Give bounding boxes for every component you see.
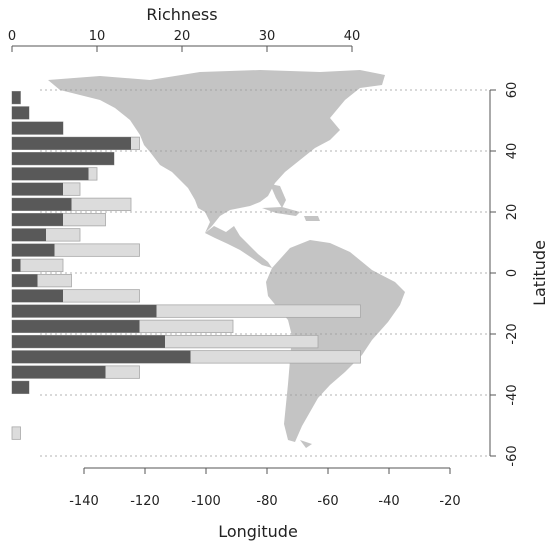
richness-bar-dark — [12, 106, 29, 120]
latitude-axis-title: Latitude — [530, 240, 549, 306]
richness-bar-dark — [12, 381, 29, 394]
richness-bar-dark — [12, 243, 55, 257]
richness-bar-dark — [12, 350, 191, 364]
latitude-gridlines — [40, 89, 490, 457]
longitude-tick-label: -20 — [439, 494, 460, 509]
richness-bar-dark — [12, 289, 63, 303]
richness-bar-dark — [12, 274, 38, 287]
richness-bar-dark — [12, 198, 72, 211]
longitude-tick-label: -140 — [69, 494, 99, 509]
latitude-tick-label: 60 — [505, 82, 520, 99]
latitude-tick-label: 0 — [505, 269, 520, 277]
longitude-tick-label: -100 — [191, 494, 221, 509]
richness-bar-light — [11, 426, 21, 440]
cuba-landmass — [262, 207, 300, 216]
richness-bar-dark — [12, 259, 21, 272]
richness-bar-dark — [12, 213, 63, 226]
americas-map — [48, 70, 405, 448]
richness-bar-dark — [12, 91, 21, 104]
longitude-tick-label: -40 — [378, 494, 399, 509]
richness-bar-dark — [12, 304, 157, 318]
longitude-tick-label: -60 — [317, 494, 338, 509]
richness-bar-dark — [12, 320, 140, 333]
richness-bar-dark — [12, 335, 165, 348]
richness-tick-label: 30 — [259, 29, 276, 44]
richness-bar-dark — [12, 228, 46, 242]
hispaniola-landmass — [304, 216, 320, 221]
longitude-axis-title: Longitude — [218, 522, 298, 541]
richness-bar-dark — [12, 152, 114, 165]
richness-tick-label: 10 — [89, 29, 106, 44]
richness-axis: 0 10 20 30 40 Richness — [8, 5, 360, 52]
north-america-landmass — [48, 70, 385, 233]
richness-bar-dark — [12, 365, 106, 379]
richness-bar-dark — [12, 167, 89, 181]
latitude-tick-label: 20 — [505, 204, 520, 221]
richness-bar-dark — [12, 182, 63, 196]
richness-bars-dark-series — [12, 91, 191, 394]
longitude-tick-label: -120 — [130, 494, 160, 509]
florida-landmass — [270, 184, 286, 208]
south-america-landmass — [266, 240, 405, 442]
richness-axis-title: Richness — [146, 5, 217, 24]
latitude-tick-label: -60 — [505, 445, 520, 466]
longitude-axis: -140 -120 -100 -80 -60 -40 -20 Longitude — [69, 467, 461, 541]
richness-tick-label: 40 — [344, 29, 361, 44]
latitude-axis: 60 40 20 0 -20 -40 -60 Latitude — [489, 82, 549, 467]
central-america-landmass — [205, 226, 272, 268]
richness-bar-dark — [12, 137, 131, 150]
richness-tick-label: 20 — [174, 29, 191, 44]
richness-bar-dark — [12, 121, 63, 135]
latitude-tick-label: 40 — [505, 143, 520, 160]
latitude-tick-label: -40 — [505, 384, 520, 405]
tierra-del-fuego-landmass — [300, 440, 312, 448]
longitude-tick-label: -80 — [256, 494, 277, 509]
richness-tick-label: 0 — [8, 29, 16, 44]
latitude-tick-label: -20 — [505, 323, 520, 344]
